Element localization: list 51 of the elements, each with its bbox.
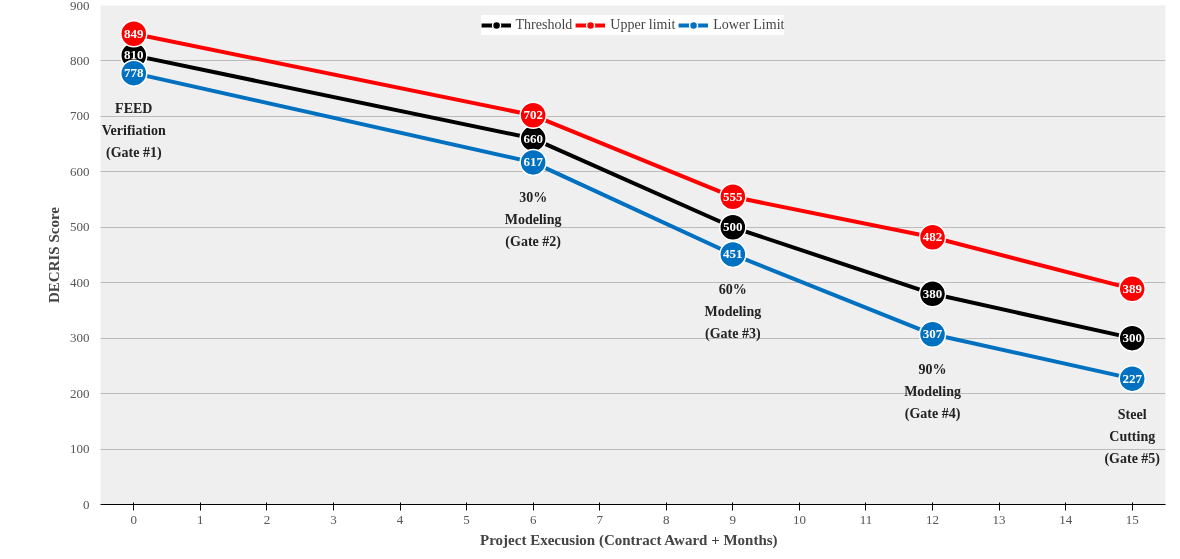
y-tick-label: 400	[70, 274, 90, 290]
data-label: 778	[124, 65, 145, 81]
data-label: 482	[922, 229, 943, 245]
y-tick-label: 100	[70, 441, 90, 457]
legend-label: Threshold	[515, 17, 573, 33]
data-label: 660	[523, 130, 543, 146]
y-tick-label: 0	[83, 496, 90, 512]
data-label: 307	[922, 326, 943, 342]
data-label: 500	[723, 219, 743, 235]
annotation: FEED Verifiation (Gate #1)	[101, 101, 167, 162]
data-label: 380	[922, 285, 943, 301]
data-label: 300	[1122, 330, 1142, 346]
x-tick-label: 4	[396, 511, 404, 527]
x-tick-label: 10	[792, 511, 806, 527]
data-label: 810	[124, 47, 144, 63]
y-tick-label: 500	[70, 219, 90, 235]
x-tick-label: 5	[463, 511, 470, 527]
annotation: Steel Cutting (Gate #5)	[1104, 406, 1161, 467]
y-tick-label: 200	[70, 385, 90, 401]
y-tick-label: 300	[70, 330, 90, 346]
annotation: 90% Modeling (Gate #4)	[904, 362, 961, 423]
x-axis-title: Project Execusion (Contract Award + Months)	[480, 531, 778, 549]
x-tick-label: 6	[529, 511, 537, 527]
x-tick-label: 15	[1125, 511, 1139, 527]
annotation: 30% Modeling (Gate #2)	[504, 190, 562, 251]
data-label: 849	[124, 25, 145, 41]
y-axis-title: DECRIS Score	[46, 206, 62, 303]
x-tick-label: 12	[926, 511, 940, 527]
x-tick-label: 14	[1059, 511, 1073, 527]
data-label: 451	[723, 246, 743, 262]
x-tick-label: 13	[992, 511, 1006, 527]
y-tick-label: 900	[70, 0, 90, 13]
y-tick-label: 800	[70, 52, 90, 68]
x-tick-label: 11	[859, 511, 873, 527]
x-tick-label: 8	[663, 511, 670, 527]
annotation: 60% Modeling (Gate #3)	[704, 282, 762, 343]
x-tick-label: 9	[729, 511, 737, 527]
x-tick-label: 7	[596, 511, 604, 527]
x-tick-label: 1	[197, 511, 204, 527]
data-label: 617	[523, 154, 544, 170]
x-tick-label: 2	[263, 511, 271, 527]
data-label: 702	[523, 107, 543, 123]
data-label: 227	[1122, 370, 1143, 386]
data-label: 555	[723, 188, 744, 204]
data-label: 389	[1122, 280, 1143, 296]
y-tick-label: 700	[70, 108, 90, 124]
legend-label: Upper limit	[610, 17, 676, 33]
x-tick-label: 0	[130, 511, 138, 527]
legend-label: Lower Limit	[713, 17, 785, 33]
y-tick-label: 600	[70, 163, 90, 179]
x-tick-label: 3	[330, 511, 337, 527]
